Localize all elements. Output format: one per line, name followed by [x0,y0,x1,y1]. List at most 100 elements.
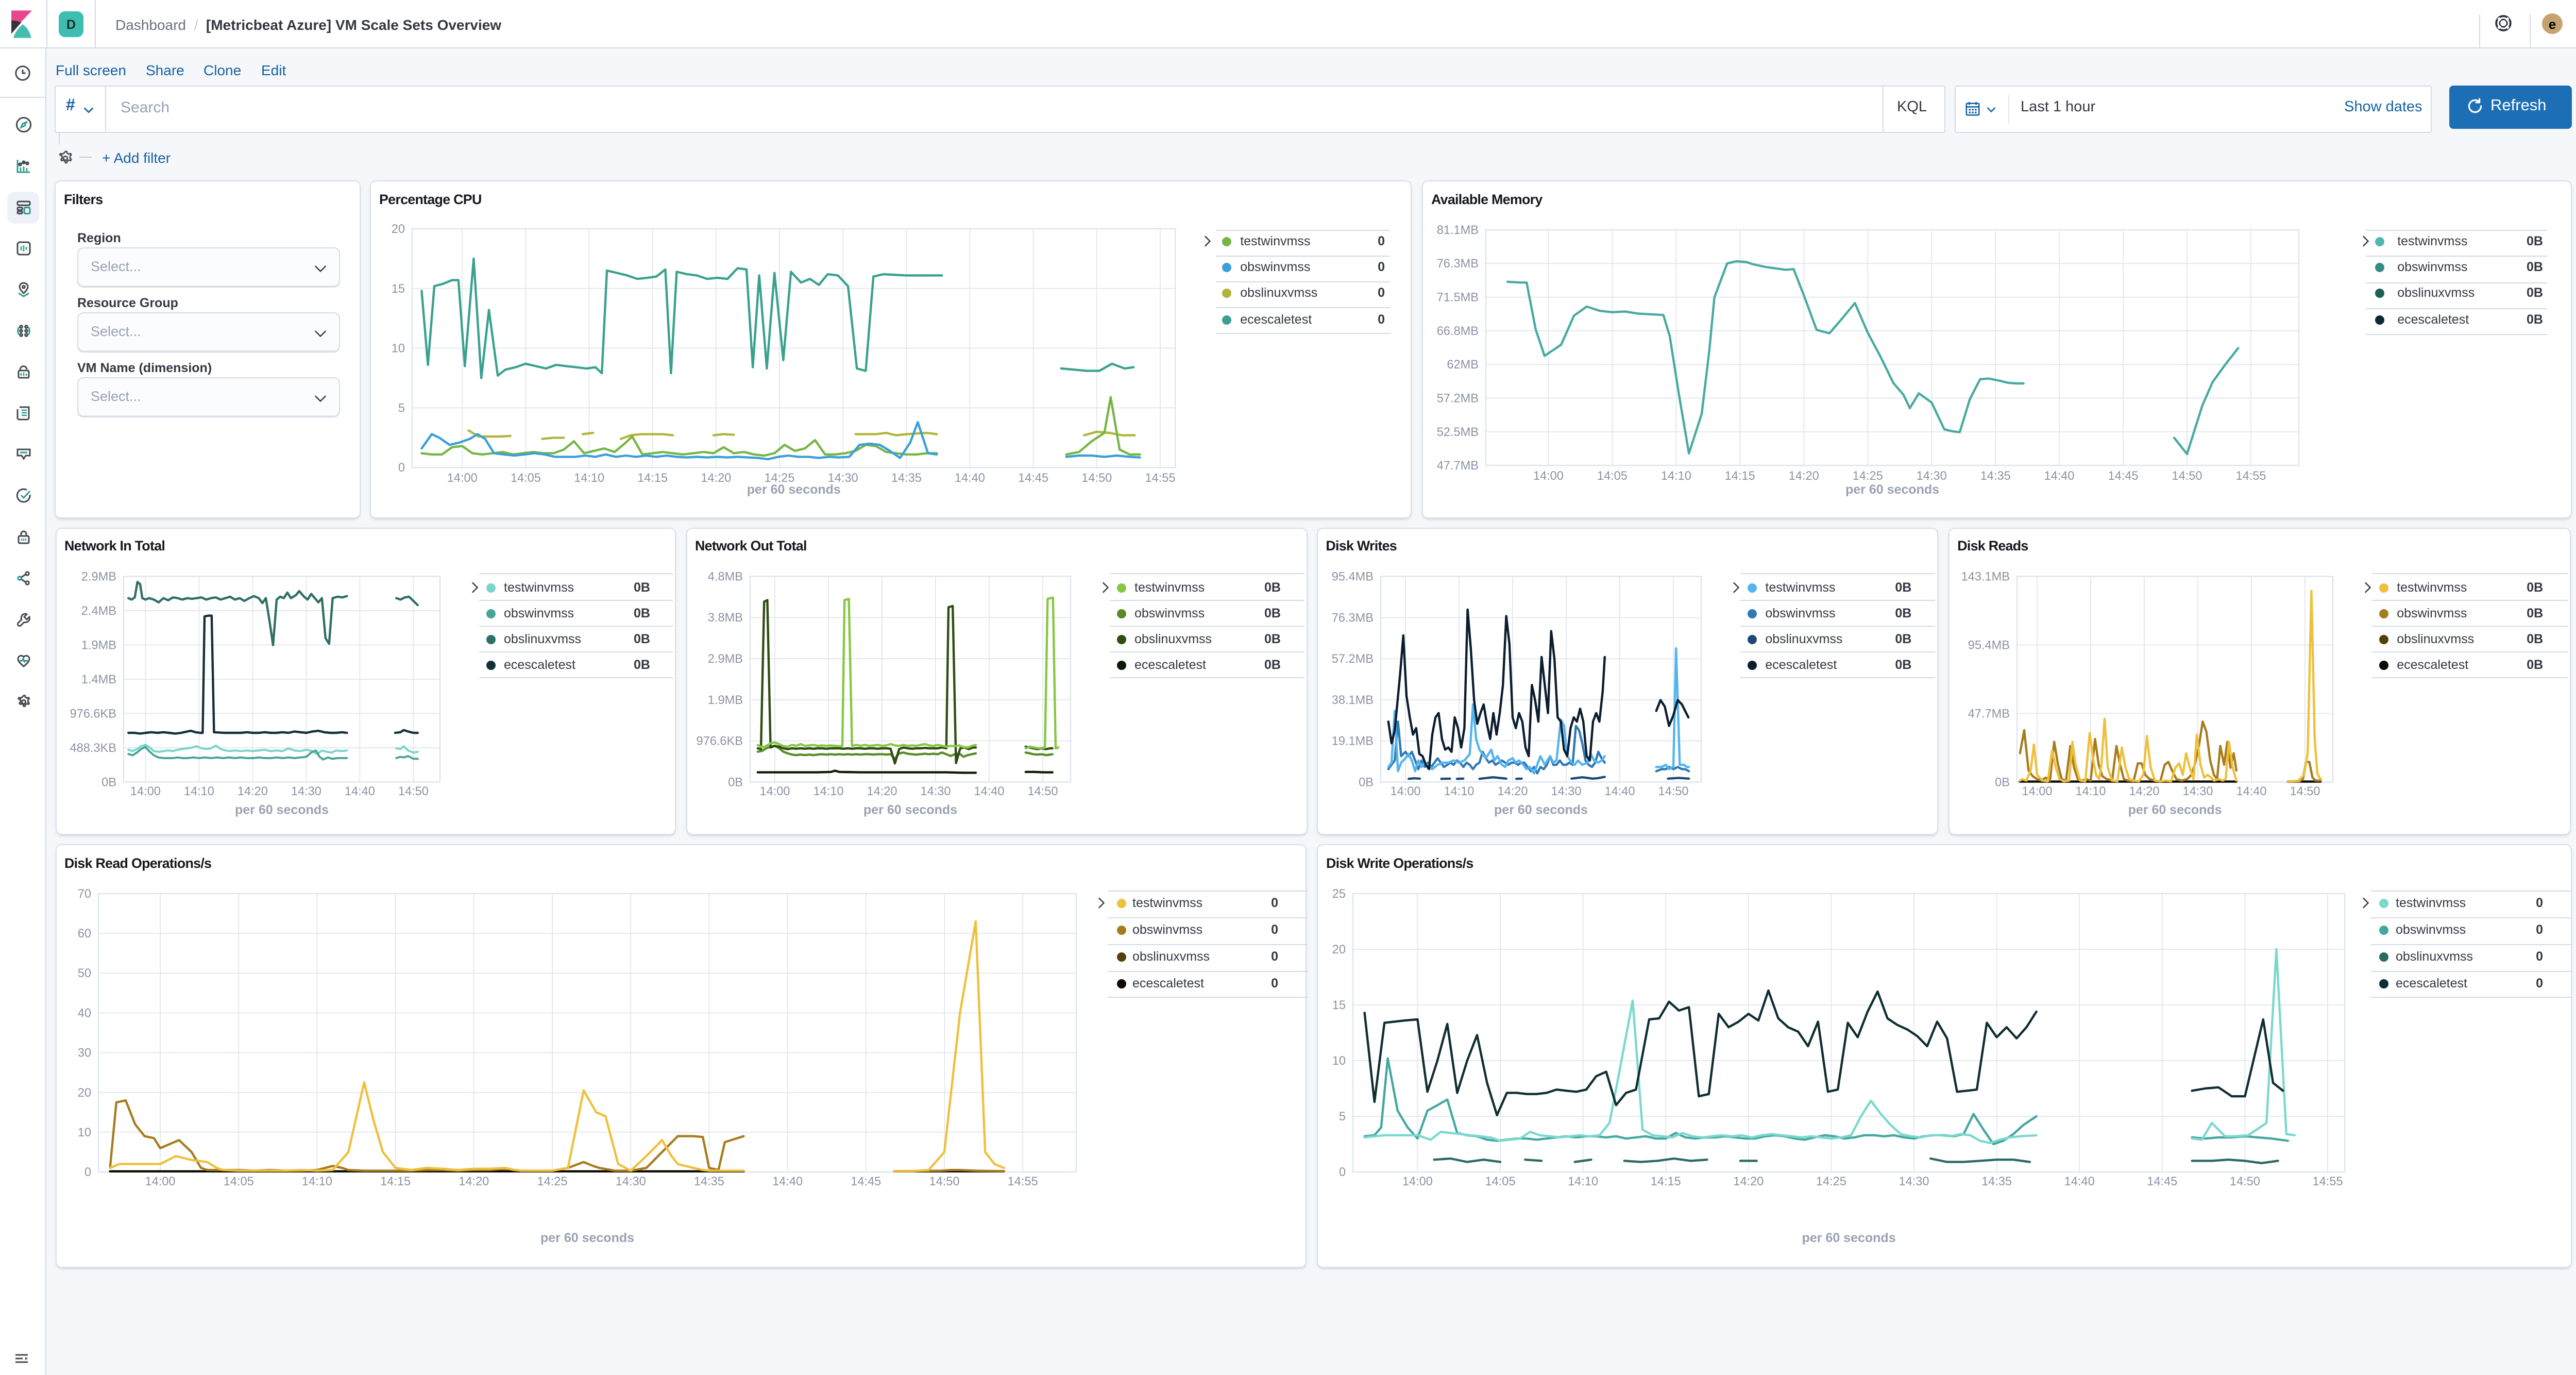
svg-text:5: 5 [1339,1110,1346,1124]
svg-text:per 60 seconds: per 60 seconds [234,802,328,816]
svg-text:14:50: 14:50 [1027,784,1057,798]
svg-text:1.9MB: 1.9MB [707,693,742,707]
svg-text:14:50: 14:50 [2290,784,2320,797]
svg-text:14:10: 14:10 [2075,784,2106,797]
svg-text:47.7MB: 47.7MB [1437,459,1479,473]
svg-text:14:55: 14:55 [1007,1175,1038,1188]
svg-text:0B: 0B [101,775,116,789]
svg-text:14:40: 14:40 [2064,1175,2095,1188]
svg-text:488.3KB: 488.3KB [69,741,116,754]
svg-text:10: 10 [392,342,405,356]
svg-text:66.8MB: 66.8MB [1437,325,1479,338]
svg-text:14:25: 14:25 [764,472,794,485]
svg-text:14:05: 14:05 [511,472,541,485]
svg-text:1.9MB: 1.9MB [81,638,116,651]
svg-text:57.2MB: 57.2MB [1331,651,1373,665]
svg-text:14:30: 14:30 [920,784,950,798]
svg-text:70: 70 [77,887,91,901]
svg-text:2.9MB: 2.9MB [81,569,116,583]
svg-text:76.3MB: 76.3MB [1331,610,1373,624]
svg-text:14:15: 14:15 [1725,469,1755,483]
svg-text:14:05: 14:05 [1597,469,1628,483]
svg-text:14:15: 14:15 [637,472,668,485]
svg-text:14:20: 14:20 [237,784,267,798]
svg-text:per 60 seconds: per 60 seconds [1845,482,1939,497]
svg-text:14:45: 14:45 [850,1175,880,1188]
svg-text:15: 15 [392,282,405,296]
svg-text:14:50: 14:50 [1081,472,1112,485]
svg-text:52.5MB: 52.5MB [1437,426,1479,439]
svg-text:14:30: 14:30 [291,784,321,798]
svg-text:14:20: 14:20 [701,472,731,485]
svg-text:per 60 seconds: per 60 seconds [863,802,957,816]
svg-text:25: 25 [1332,887,1346,901]
svg-text:14:20: 14:20 [866,784,896,798]
svg-text:14:00: 14:00 [447,472,478,485]
svg-text:60: 60 [77,927,91,941]
svg-text:14:50: 14:50 [398,784,428,798]
svg-text:14:55: 14:55 [2235,469,2266,483]
svg-text:14:20: 14:20 [1733,1175,1764,1188]
svg-text:14:35: 14:35 [1981,1175,2012,1188]
svg-text:76.3MB: 76.3MB [1437,257,1479,271]
svg-text:14:10: 14:10 [574,472,604,485]
svg-text:14:10: 14:10 [812,784,843,798]
svg-text:14:10: 14:10 [1444,784,1474,797]
svg-text:14:30: 14:30 [828,472,858,485]
svg-text:14:20: 14:20 [1497,784,1528,797]
svg-text:14:05: 14:05 [1485,1175,1515,1188]
svg-text:95.4MB: 95.4MB [1968,638,2009,651]
svg-text:per 60 seconds: per 60 seconds [1802,1231,1896,1245]
svg-text:40: 40 [77,1007,91,1020]
svg-text:14:15: 14:15 [1651,1175,1681,1188]
svg-text:14:30: 14:30 [1899,1175,1929,1188]
svg-text:143.1MB: 143.1MB [1961,569,2009,582]
svg-text:30: 30 [77,1047,91,1060]
svg-text:14:45: 14:45 [2108,469,2138,483]
svg-text:14:20: 14:20 [1789,469,1819,483]
svg-text:3.8MB: 3.8MB [707,611,742,624]
svg-text:14:30: 14:30 [2182,784,2213,797]
svg-text:57.2MB: 57.2MB [1437,392,1479,405]
svg-text:14:00: 14:00 [2022,784,2052,797]
svg-text:15: 15 [1332,999,1346,1012]
svg-text:14:05: 14:05 [223,1175,253,1188]
svg-text:0: 0 [398,461,405,475]
svg-text:976.6KB: 976.6KB [696,734,742,748]
svg-text:2.9MB: 2.9MB [707,652,742,665]
svg-text:14:30: 14:30 [1551,784,1581,797]
svg-text:14:30: 14:30 [1917,469,1947,483]
svg-text:14:50: 14:50 [2172,469,2202,483]
svg-text:0B: 0B [1359,775,1374,788]
svg-text:50: 50 [77,967,91,980]
svg-text:14:40: 14:40 [2236,784,2266,797]
svg-text:5: 5 [398,401,405,415]
svg-text:4.8MB: 4.8MB [707,569,742,583]
svg-text:14:35: 14:35 [1980,469,2011,483]
svg-text:1.4MB: 1.4MB [81,673,116,686]
svg-text:14:00: 14:00 [1390,784,1420,797]
svg-text:62MB: 62MB [1447,358,1479,372]
svg-text:976.6KB: 976.6KB [69,707,116,720]
svg-text:14:00: 14:00 [130,784,160,798]
svg-text:per 60 seconds: per 60 seconds [2128,802,2222,816]
svg-text:38.1MB: 38.1MB [1331,693,1373,706]
svg-text:14:55: 14:55 [2312,1175,2343,1188]
svg-text:20: 20 [1332,943,1346,957]
svg-text:14:40: 14:40 [1604,784,1635,797]
svg-text:14:10: 14:10 [183,784,214,798]
svg-text:14:40: 14:40 [2044,469,2074,483]
svg-text:14:45: 14:45 [1018,472,1048,485]
svg-text:2.4MB: 2.4MB [81,604,116,617]
svg-text:20: 20 [77,1086,91,1100]
svg-text:14:25: 14:25 [1816,1175,1846,1188]
svg-text:81.1MB: 81.1MB [1437,224,1479,237]
svg-text:0B: 0B [1994,775,2009,788]
svg-text:14:55: 14:55 [1145,472,1175,485]
svg-text:per 60 seconds: per 60 seconds [1494,802,1587,816]
svg-text:14:40: 14:40 [973,784,1004,798]
svg-text:14:00: 14:00 [759,784,789,798]
svg-text:14:50: 14:50 [1658,784,1688,797]
svg-text:14:25: 14:25 [536,1175,567,1188]
svg-text:14:00: 14:00 [144,1175,175,1188]
